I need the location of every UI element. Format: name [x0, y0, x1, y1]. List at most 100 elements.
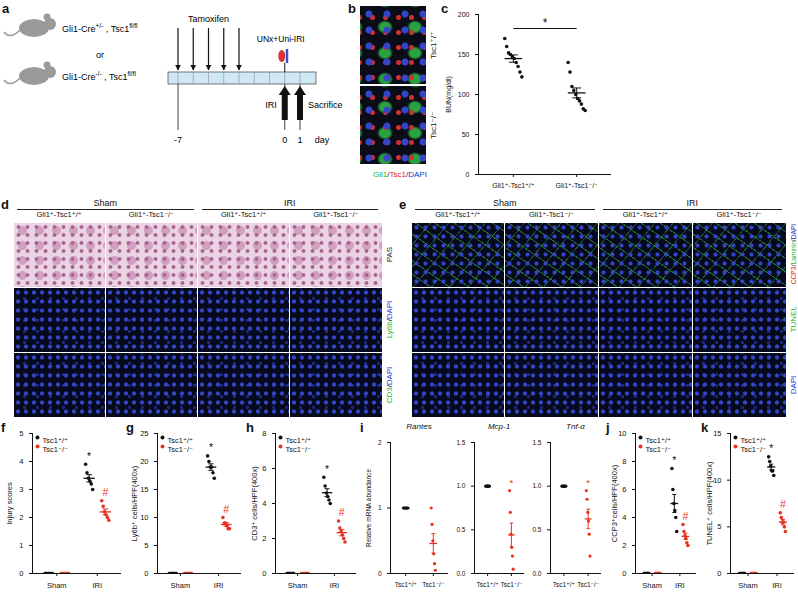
svg-text:Gli1-Cre-/- , Tsc1fl/fl: Gli1-Cre-/- , Tsc1fl/fl: [62, 70, 136, 82]
svg-text:UNx+Uni-IRI: UNx+Uni-IRI: [257, 34, 305, 44]
svg-text:200: 200: [458, 11, 470, 18]
svg-text:0: 0: [282, 135, 287, 145]
svg-text:Gli1-Cre+/- , Tsc1fl/fl: Gli1-Cre+/- , Tsc1fl/fl: [62, 22, 138, 34]
svg-text:4: 4: [19, 457, 23, 466]
svg-text:Tsc1⁻/⁻: Tsc1⁻/⁻: [422, 581, 444, 588]
svg-text:0: 0: [19, 569, 23, 578]
svg-text:Sacrifice: Sacrifice: [308, 100, 343, 110]
svg-text:*: *: [510, 477, 514, 488]
svg-text:Tsc1⁻/⁻: Tsc1⁻/⁻: [741, 445, 766, 454]
svg-text:#: #: [339, 506, 345, 518]
svg-text:Tsc1⁻/⁻: Tsc1⁻/⁻: [168, 445, 193, 454]
svg-text:Tsc1⁺/⁺: Tsc1⁺/⁺: [477, 581, 499, 588]
svg-text:4: 4: [262, 499, 266, 508]
svg-text:Tsc1⁺/⁺: Tsc1⁺/⁺: [43, 436, 68, 445]
svg-text:5: 5: [717, 522, 721, 531]
svg-text:-7: -7: [174, 135, 182, 145]
svg-text:8: 8: [262, 429, 266, 438]
svg-text:50: 50: [462, 131, 470, 138]
svg-text:Relative mRNA abundance: Relative mRNA abundance: [365, 469, 372, 547]
svg-text:10: 10: [713, 476, 721, 485]
svg-text:2: 2: [622, 541, 626, 550]
svg-text:IRI: IRI: [214, 581, 224, 590]
svg-text:0: 0: [717, 569, 721, 578]
svg-text:*: *: [87, 450, 91, 462]
svg-text:Tsc1⁻/⁻: Tsc1⁻/⁻: [500, 581, 522, 588]
svg-text:IRI: IRI: [675, 581, 685, 590]
svg-text:0: 0: [144, 569, 148, 578]
svg-text:Sham: Sham: [47, 581, 67, 590]
svg-text:CCP3⁺cells/HPF(400x): CCP3⁺cells/HPF(400x): [610, 464, 619, 542]
svg-text:#: #: [682, 510, 688, 522]
svg-text:Tsc1⁻/⁻: Tsc1⁻/⁻: [577, 581, 599, 588]
svg-text:15: 15: [140, 485, 148, 494]
svg-text:150: 150: [458, 51, 470, 58]
svg-text:#: #: [780, 498, 786, 510]
svg-text:Tsc1⁺/⁺: Tsc1⁺/⁺: [741, 436, 766, 445]
svg-text:Tsc1⁺/⁺: Tsc1⁺/⁺: [646, 436, 671, 445]
svg-text:*: *: [586, 477, 590, 488]
svg-text:or: or: [96, 50, 104, 60]
svg-text:*: *: [543, 16, 548, 30]
svg-text:4: 4: [622, 513, 626, 522]
svg-text:Tsc1⁺/⁺: Tsc1⁺/⁺: [286, 436, 311, 445]
svg-text:1.5: 1.5: [532, 439, 541, 446]
svg-text:10: 10: [140, 513, 148, 522]
svg-text:0: 0: [378, 570, 382, 577]
svg-text:1: 1: [297, 135, 302, 145]
svg-text:CD3⁺ cells/HPF(400x): CD3⁺ cells/HPF(400x): [250, 466, 259, 541]
svg-text:1: 1: [19, 541, 23, 550]
svg-text:Tamoxifen: Tamoxifen: [188, 14, 229, 24]
svg-text:TUNEL⁺ cells/HPF(400x): TUNEL⁺ cells/HPF(400x): [705, 461, 714, 545]
svg-text:#: #: [102, 486, 108, 498]
svg-text:*: *: [325, 463, 329, 475]
svg-text:2: 2: [378, 439, 382, 446]
svg-text:Tsc1⁻/⁻: Tsc1⁻/⁻: [43, 445, 68, 454]
svg-text:0.0: 0.0: [532, 570, 541, 577]
svg-text:Sham: Sham: [171, 581, 191, 590]
svg-text:5: 5: [144, 541, 148, 550]
svg-text:Tsc1⁺/⁺: Tsc1⁺/⁺: [395, 581, 417, 588]
svg-text:0.0: 0.0: [456, 570, 465, 577]
svg-text:1.5: 1.5: [456, 439, 465, 446]
svg-text:1: 1: [378, 504, 382, 511]
svg-text:*: *: [209, 441, 213, 453]
svg-text:IRI: IRI: [330, 581, 340, 590]
svg-text:1.0: 1.0: [456, 482, 465, 489]
svg-text:15: 15: [713, 429, 721, 438]
svg-text:IRI: IRI: [772, 581, 782, 590]
svg-text:6: 6: [262, 464, 266, 473]
svg-text:10: 10: [618, 429, 626, 438]
svg-text:Ly6b⁺ cells/HPF(400x): Ly6b⁺ cells/HPF(400x): [130, 465, 139, 541]
svg-text:25: 25: [140, 429, 148, 438]
svg-text:0.5: 0.5: [532, 526, 541, 533]
svg-text:Sham: Sham: [288, 581, 308, 590]
svg-text:Sham: Sham: [642, 581, 662, 590]
svg-text:5: 5: [19, 429, 23, 438]
svg-text:20: 20: [140, 457, 148, 466]
svg-text:*: *: [672, 454, 676, 466]
svg-text:100: 100: [458, 91, 470, 98]
svg-text:1.0: 1.0: [532, 482, 541, 489]
svg-text:Injury scores: Injury scores: [5, 482, 14, 525]
svg-text:8: 8: [622, 457, 626, 466]
svg-text:IRI: IRI: [265, 100, 277, 110]
svg-text:0: 0: [262, 569, 266, 578]
svg-text:Tsc1⁺/⁺: Tsc1⁺/⁺: [553, 581, 575, 588]
svg-text:2: 2: [262, 534, 266, 543]
svg-text:Gli1⁺-Tsc1⁻/⁻: Gli1⁺-Tsc1⁻/⁻: [556, 182, 599, 189]
svg-text:0: 0: [622, 569, 626, 578]
svg-text:Tsc1⁺/⁺: Tsc1⁺/⁺: [168, 436, 193, 445]
svg-text:Tsc1⁻/⁻: Tsc1⁻/⁻: [646, 445, 671, 454]
svg-text:2: 2: [19, 513, 23, 522]
svg-text:IRI: IRI: [92, 581, 102, 590]
svg-text:*: *: [769, 442, 773, 454]
svg-text:Gli1⁺-Tsc1⁺/⁺: Gli1⁺-Tsc1⁺/⁺: [492, 182, 535, 189]
svg-text:0.5: 0.5: [456, 526, 465, 533]
svg-text:day: day: [315, 135, 330, 145]
svg-text:3: 3: [19, 485, 23, 494]
svg-text:6: 6: [622, 485, 626, 494]
svg-text:#: #: [223, 503, 229, 515]
svg-text:0: 0: [466, 171, 470, 178]
svg-text:BUN(mg/dl): BUN(mg/dl): [445, 76, 453, 113]
